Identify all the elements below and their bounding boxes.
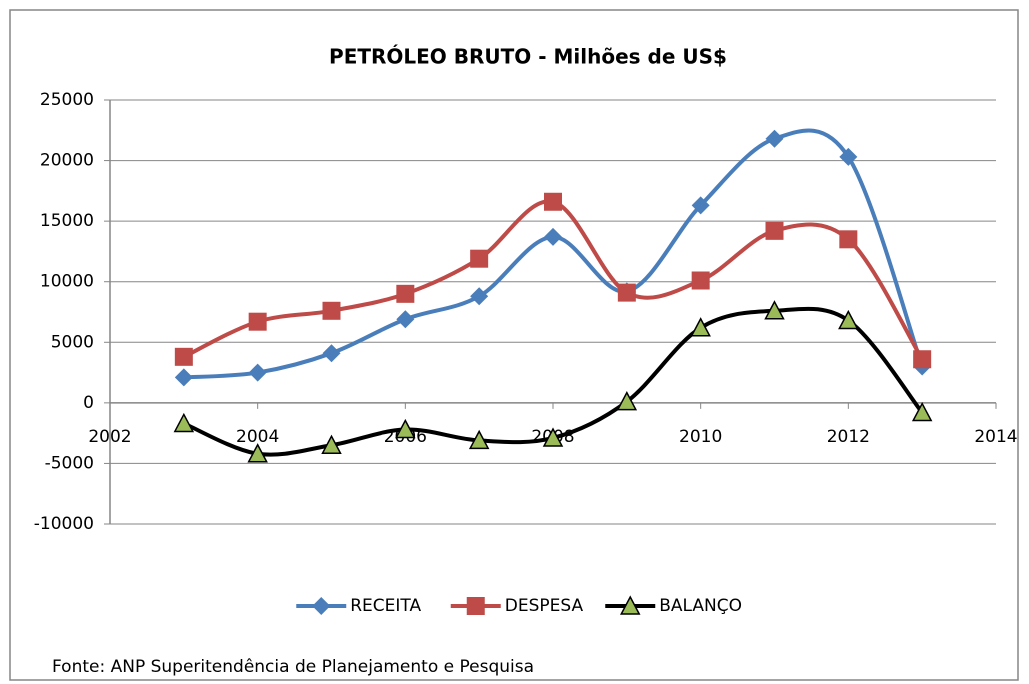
data-point: [838, 309, 859, 330]
data-point: [396, 284, 415, 303]
y-tick-label: -5000: [45, 453, 94, 473]
data-point: [691, 196, 710, 215]
data-point: [470, 287, 489, 306]
y-tick-label: 20000: [40, 151, 94, 171]
legend-label: BALANÇO: [659, 596, 742, 616]
data-point: [913, 350, 932, 369]
data-point: [764, 300, 785, 320]
chart-title: PETRÓLEO BRUTO - Milhões de US$: [329, 45, 727, 69]
data-point: [911, 401, 933, 422]
x-tick-label: 2002: [88, 427, 131, 447]
data-point: [322, 344, 341, 363]
data-point: [765, 129, 784, 148]
data-point: [839, 230, 858, 249]
data-point: [468, 429, 490, 450]
chart-frame: [9, 9, 1019, 681]
legend-marker: [466, 597, 485, 615]
y-tick-label: -10000: [34, 514, 94, 534]
y-tick-label: 10000: [40, 272, 94, 292]
legend-label: RECEITA: [350, 596, 421, 616]
x-tick-label: 2014: [974, 427, 1017, 447]
data-point: [542, 427, 564, 447]
series-line: [183, 306, 924, 457]
data-point: [247, 443, 268, 463]
legend-label: DESPESA: [505, 596, 584, 616]
data-point: [470, 249, 489, 268]
data-point: [690, 317, 711, 337]
data-point: [322, 301, 341, 320]
data-point: [395, 418, 416, 439]
series-line: [182, 199, 924, 361]
data-point: [396, 310, 415, 329]
y-tick-label: 5000: [51, 332, 94, 352]
data-point: [174, 368, 193, 387]
data-point: [544, 192, 562, 211]
data-point: [691, 271, 710, 290]
data-point: [544, 227, 562, 246]
data-point: [174, 347, 193, 366]
source-note: Fonte: ANP Superitendência de Planejamen…: [52, 657, 534, 677]
data-point: [248, 312, 267, 331]
data-point: [616, 391, 638, 411]
x-tick-label: 2010: [679, 427, 722, 447]
x-tick-label: 2004: [236, 427, 279, 447]
data-point: [765, 221, 784, 240]
data-point: [321, 434, 342, 455]
data-point: [617, 283, 636, 302]
x-tick-label: 2012: [827, 427, 870, 447]
data-point: [173, 412, 195, 433]
legend-marker: [620, 595, 641, 615]
data-point: [248, 363, 267, 382]
y-tick-label: 15000: [40, 211, 94, 231]
data-point: [839, 147, 858, 166]
y-tick-label: 25000: [40, 90, 94, 110]
legend-marker: [312, 597, 331, 615]
y-tick-label: 0: [83, 393, 94, 413]
